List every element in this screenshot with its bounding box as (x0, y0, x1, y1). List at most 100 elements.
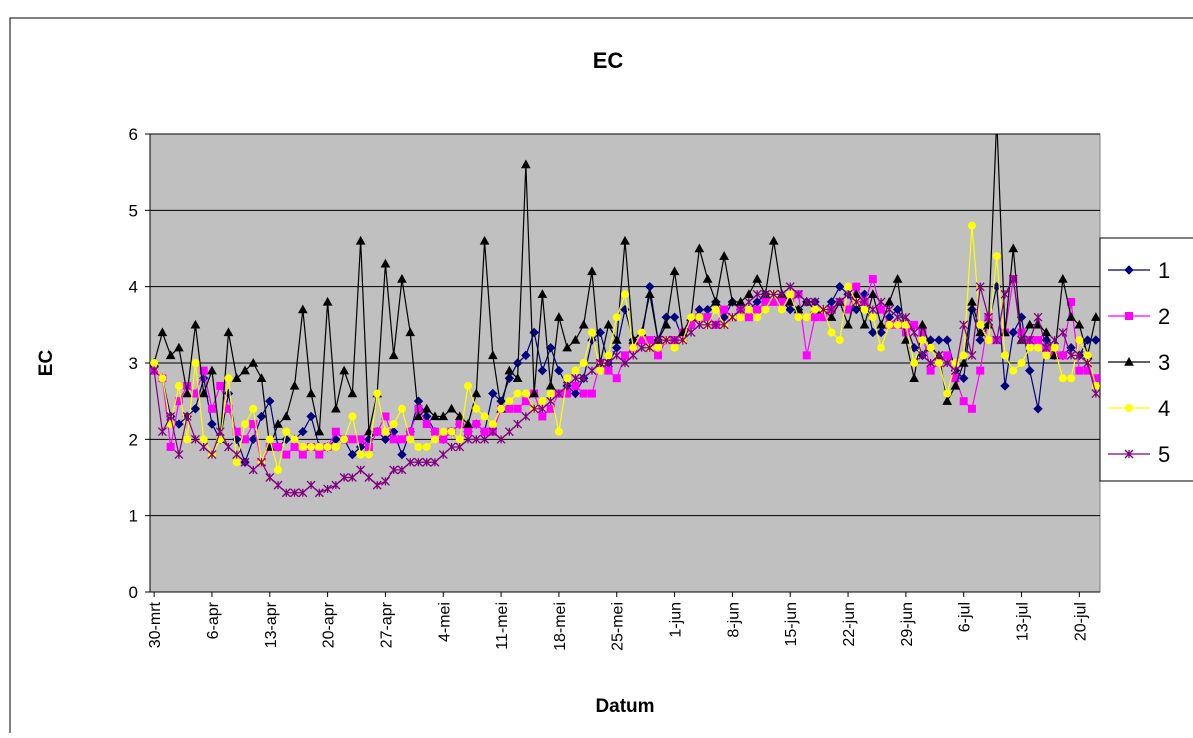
marker (166, 411, 176, 421)
marker (480, 412, 489, 421)
marker (943, 389, 952, 398)
marker (719, 251, 729, 260)
marker (1074, 350, 1084, 360)
marker (901, 312, 911, 322)
marker (909, 328, 919, 337)
marker (265, 435, 274, 444)
marker (422, 442, 431, 451)
marker (992, 252, 1001, 261)
marker (835, 336, 844, 345)
marker (1091, 374, 1100, 383)
x-tick-label: 25-mei (610, 602, 627, 651)
marker (802, 297, 812, 307)
marker (1066, 312, 1076, 321)
marker (753, 313, 762, 322)
marker (612, 313, 621, 322)
marker (1008, 243, 1019, 253)
marker (753, 305, 762, 314)
marker (231, 373, 242, 382)
x-tick-label: 4-mei (436, 602, 453, 642)
marker (669, 312, 680, 322)
marker (670, 335, 680, 345)
marker (975, 327, 986, 337)
marker (207, 419, 217, 429)
chart-title: EC (593, 48, 624, 73)
marker (901, 335, 911, 344)
marker (562, 381, 572, 391)
marker (958, 373, 969, 383)
marker (430, 457, 440, 467)
marker (397, 449, 407, 460)
marker (1083, 358, 1093, 368)
marker (372, 480, 382, 490)
marker (414, 442, 423, 451)
marker (165, 350, 176, 360)
marker (182, 388, 193, 398)
legend-label: 5 (1158, 442, 1170, 467)
marker (802, 351, 811, 360)
marker (315, 450, 324, 459)
marker (1033, 312, 1043, 322)
marker (884, 305, 894, 315)
marker (421, 403, 432, 413)
marker (157, 427, 167, 437)
marker (877, 305, 886, 314)
y-tick-label: 1 (129, 507, 138, 526)
marker (455, 435, 464, 444)
marker (281, 434, 292, 445)
marker (587, 366, 597, 376)
marker (463, 419, 473, 428)
marker (967, 304, 977, 315)
marker (620, 235, 630, 245)
marker (654, 351, 663, 360)
marker (1025, 343, 1034, 352)
marker (1025, 335, 1035, 345)
marker (917, 350, 927, 360)
marker (769, 289, 779, 299)
marker (340, 435, 349, 444)
marker (545, 343, 556, 353)
marker (571, 366, 580, 375)
marker (307, 442, 316, 451)
marker (976, 366, 985, 375)
marker (1034, 336, 1043, 345)
x-tick-label: 1-jun (668, 602, 685, 638)
x-tick-label: 8-jun (725, 602, 742, 638)
marker (744, 289, 754, 298)
marker (621, 351, 629, 360)
marker (942, 358, 952, 368)
marker (579, 359, 588, 367)
marker (661, 319, 672, 329)
marker (439, 427, 448, 436)
marker (521, 159, 531, 169)
marker (612, 374, 621, 383)
marker (488, 427, 498, 437)
marker (364, 442, 373, 451)
marker (918, 336, 927, 345)
marker (545, 380, 556, 390)
marker (867, 289, 878, 298)
x-tick-label: 6-jul (957, 602, 974, 632)
marker (232, 450, 242, 460)
marker (686, 328, 696, 337)
marker (455, 442, 465, 452)
marker (273, 419, 283, 428)
marker (720, 305, 729, 314)
marker (249, 420, 258, 429)
marker (570, 373, 580, 383)
marker (431, 435, 439, 444)
marker (637, 343, 646, 353)
marker (380, 434, 391, 445)
marker (364, 426, 374, 436)
marker (224, 374, 233, 383)
marker (852, 282, 861, 291)
marker (744, 297, 754, 307)
marker (909, 343, 919, 353)
marker (472, 404, 481, 413)
marker (487, 350, 498, 360)
marker (959, 320, 969, 330)
marker (182, 411, 192, 421)
marker (844, 282, 853, 291)
marker (992, 335, 1002, 345)
